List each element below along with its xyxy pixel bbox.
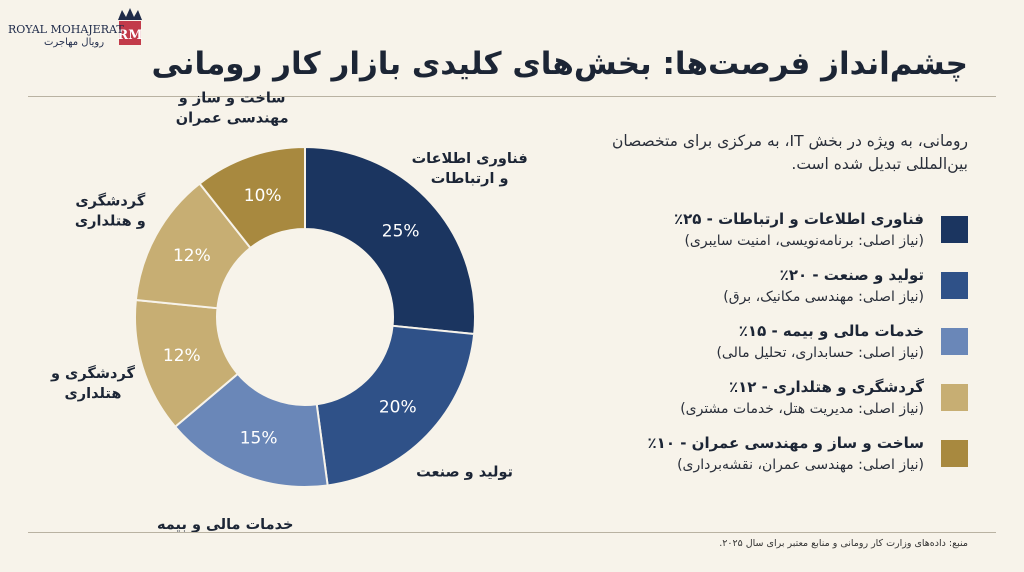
brand-name-en: ROYAL MOHAJERAT: [8, 23, 124, 36]
legend-swatch: [941, 328, 968, 355]
slice-value-label: 12%: [163, 346, 201, 366]
crown-icon: RM: [117, 8, 143, 45]
page-title: چشم‌انداز فرصت‌ها: بخش‌های کلیدی بازار ک…: [151, 46, 968, 82]
legend-item-finance: خدمات مالی و بیمه - ۱۵٪ (نیاز اصلی: حساب…: [588, 320, 968, 368]
legend-item-title: ساخت و ساز و مهندسی عمران - ۱۰٪: [647, 434, 924, 452]
source-note: منبع: داده‌های وزارت کار رومانی و منابع …: [719, 538, 968, 549]
donut-slice-5: [198, 145, 306, 250]
slice-value-label: 15%: [240, 428, 278, 448]
brand-logo: RM ROYAL MOHAJERAT رویال مهاجرت: [8, 6, 158, 50]
slice-category-label: گردشگری و هتلداری: [50, 364, 136, 402]
footer-divider: [28, 532, 996, 533]
legend-item-tourism: گردشگری و هتلداری - ۱۲٪ (نیاز اصلی: مدیر…: [588, 376, 968, 424]
legend-item-title: فناوری اطلاعات و ارتباطات - ۲۵٪: [673, 210, 924, 228]
slice-value-label: 12%: [173, 246, 211, 266]
slice-category-label: ساخت و ساز و مهندسی عمران: [176, 90, 289, 126]
legend-item-manufacturing: تولید و صنعت - ۲۰٪ (نیاز اصلی: مهندسی مک…: [588, 264, 968, 312]
legend-item-title: گردشگری و هتلداری - ۱۲٪: [728, 378, 924, 396]
slice-category-label: خدمات مالی و بیمه: [157, 517, 293, 533]
slice-category-label: فناوری اطلاعات و ارتباطات: [412, 151, 528, 187]
donut-slice-1: [315, 324, 476, 487]
brand-name-fa: رویال مهاجرت: [44, 37, 105, 48]
title-divider: [28, 96, 996, 97]
legend-item-title: خدمات مالی و بیمه - ۱۵٪: [738, 322, 924, 340]
legend-item-title: تولید و صنعت - ۲۰٪: [779, 266, 924, 284]
logo-monogram: RM: [117, 28, 142, 43]
slice-category-label: تولید و صنعت: [416, 464, 513, 480]
donut-slice-0: [304, 145, 476, 336]
legend-item-subtitle: (نیاز اصلی: برنامه‌نویسی، امنیت سایبری): [684, 233, 924, 249]
legend-item-subtitle: (نیاز اصلی: مدیریت هتل، خدمات مشتری): [680, 401, 924, 417]
legend-item-subtitle: (نیاز اصلی: مهندسی عمران، نقشه‌برداری): [677, 457, 924, 473]
legend-swatch: [941, 440, 968, 467]
slice-value-label: 25%: [382, 221, 420, 241]
slice-value-label: 20%: [379, 398, 417, 418]
legend-swatch: [941, 272, 968, 299]
legend-item-subtitle: (نیاز اصلی: مهندسی مکانیک، برق): [723, 289, 924, 305]
legend-item-ict: فناوری اطلاعات و ارتباطات - ۲۵٪ (نیاز اص…: [588, 208, 968, 256]
slice-category-label: گردشگری و هتلداری: [75, 191, 146, 229]
intro-text: رومانی، به ویژه در بخش IT، به مرکزی برای…: [611, 132, 968, 173]
legend-swatch: [941, 216, 968, 243]
legend-item-subtitle: (نیاز اصلی: حسابداری، تحلیل مالی): [716, 345, 924, 361]
legend-item-construction: ساخت و ساز و مهندسی عمران - ۱۰٪ (نیاز اص…: [588, 432, 968, 480]
slice-value-label: 10%: [244, 186, 282, 206]
legend-swatch: [941, 384, 968, 411]
